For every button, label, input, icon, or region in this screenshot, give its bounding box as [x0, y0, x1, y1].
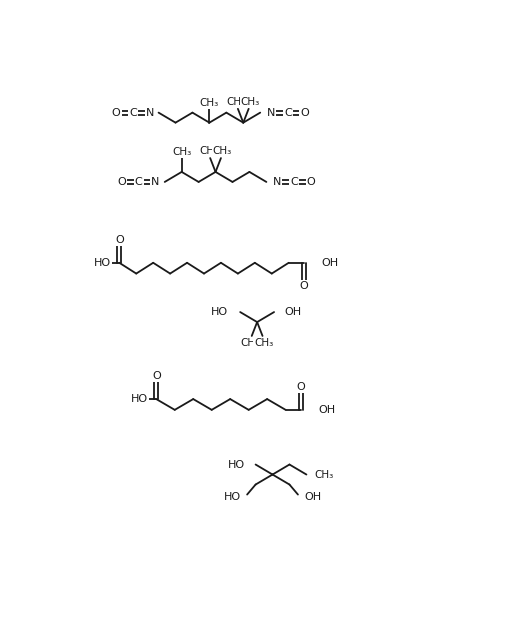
Text: C: C: [290, 177, 298, 187]
Text: N: N: [146, 108, 154, 118]
Text: CH₃: CH₃: [241, 97, 260, 107]
Text: O: O: [300, 281, 308, 291]
Text: CH₃: CH₃: [199, 146, 218, 156]
Text: CH₃: CH₃: [172, 147, 192, 157]
Text: HO: HO: [224, 492, 241, 502]
Text: HO: HO: [211, 307, 228, 317]
Text: O: O: [307, 177, 316, 187]
Text: OH: OH: [285, 307, 302, 317]
Text: C: C: [129, 108, 137, 118]
Text: CH₃: CH₃: [213, 146, 232, 156]
Text: N: N: [267, 108, 275, 118]
Text: CH₃: CH₃: [227, 97, 246, 107]
Text: CH₃: CH₃: [200, 97, 219, 108]
Text: O: O: [112, 108, 120, 118]
Text: HO: HO: [94, 258, 111, 268]
Text: OH: OH: [318, 405, 335, 415]
Text: N: N: [273, 177, 281, 187]
Text: N: N: [152, 177, 160, 187]
Text: CH₃: CH₃: [241, 338, 260, 348]
Text: O: O: [115, 234, 124, 245]
Text: OH: OH: [304, 492, 321, 502]
Text: O: O: [152, 371, 161, 381]
Text: C: C: [134, 177, 142, 187]
Text: C: C: [284, 108, 292, 118]
Text: O: O: [117, 177, 126, 187]
Text: O: O: [301, 108, 309, 118]
Text: CH₃: CH₃: [254, 338, 274, 348]
Text: CH₃: CH₃: [314, 469, 333, 480]
Text: HO: HO: [228, 459, 245, 469]
Text: OH: OH: [321, 258, 338, 268]
Text: HO: HO: [131, 394, 148, 404]
Text: O: O: [297, 382, 305, 392]
